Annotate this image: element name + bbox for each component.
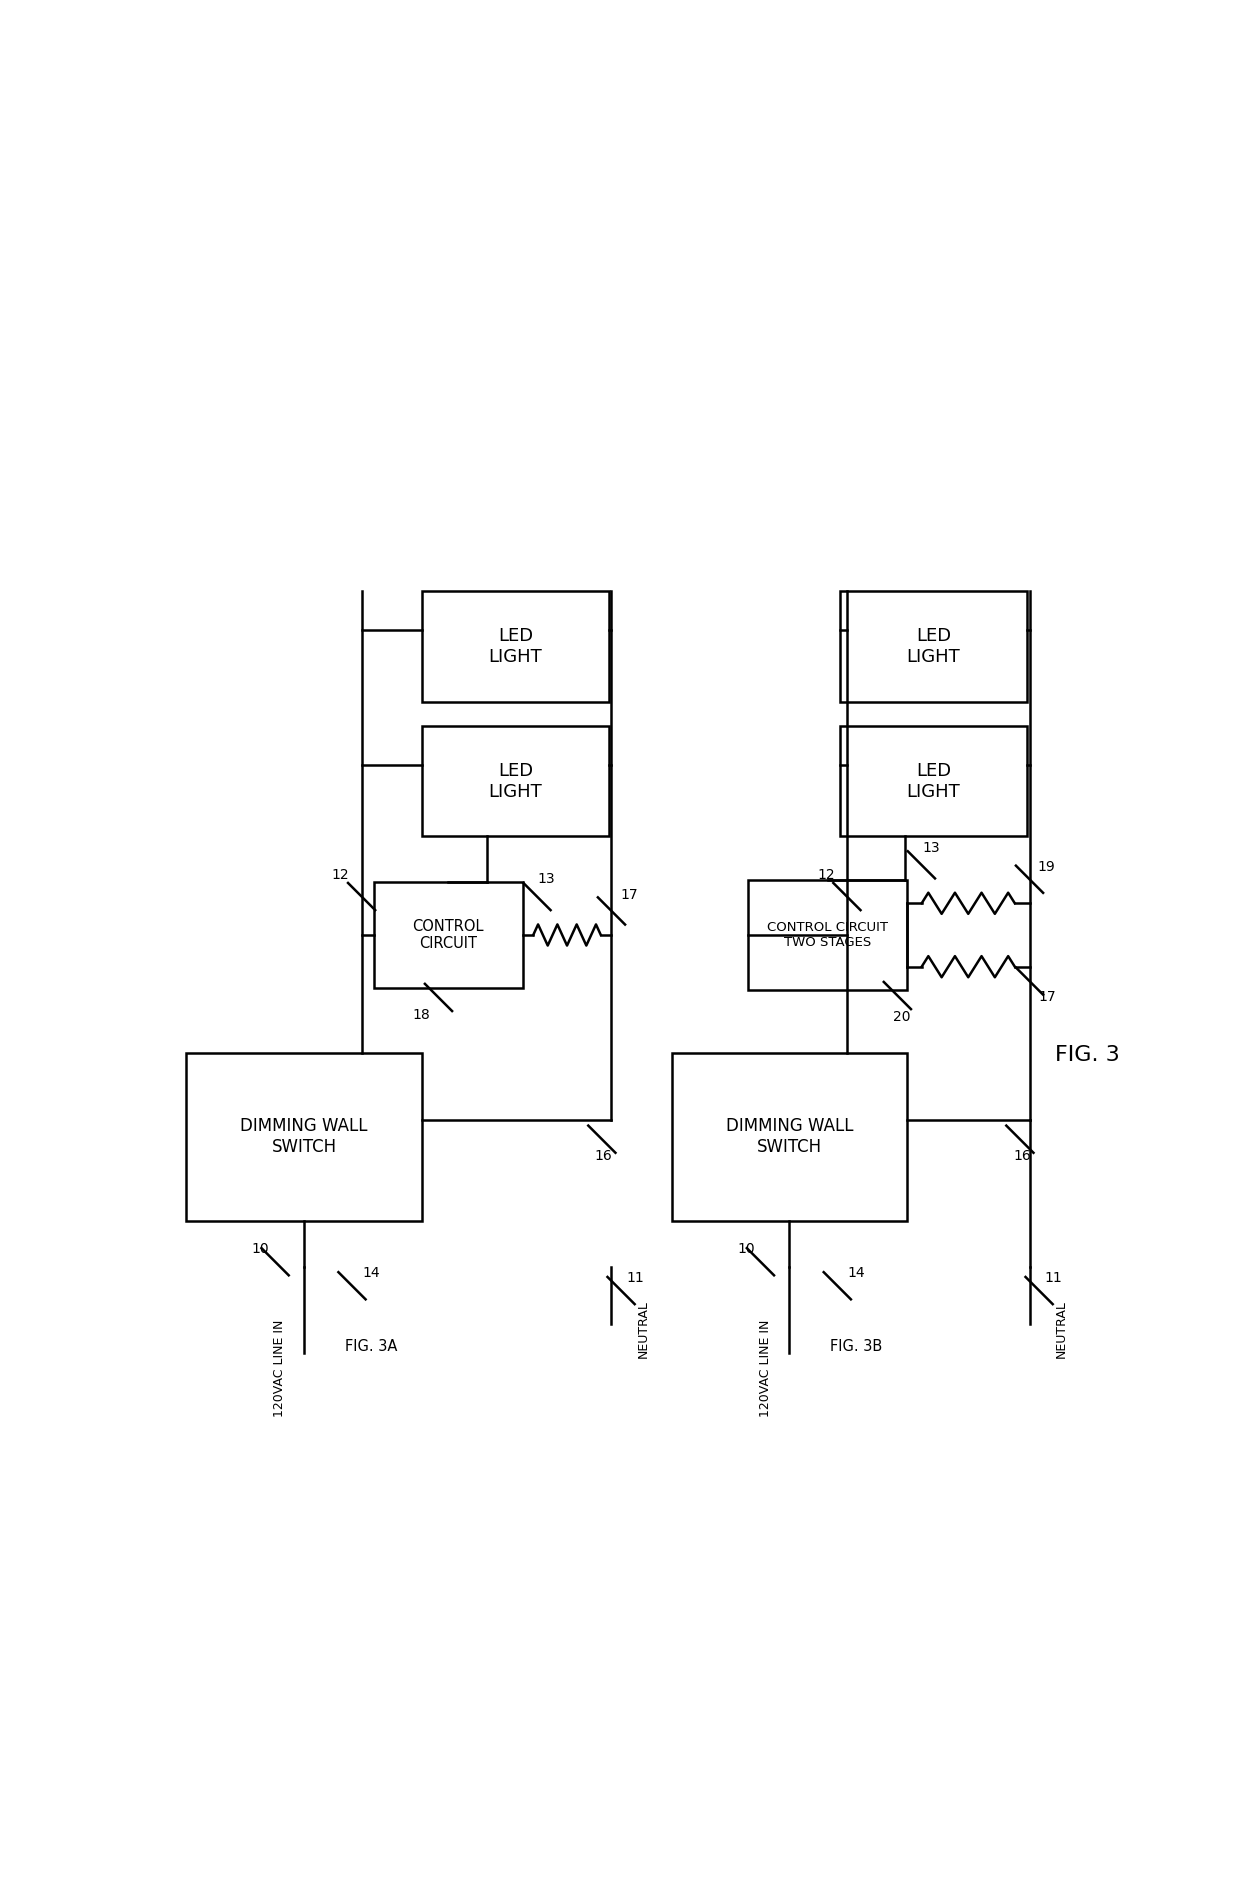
Text: FIG. 3: FIG. 3 (1055, 1045, 1120, 1066)
Bar (839, 592, 1027, 701)
Text: 16: 16 (1013, 1149, 1030, 1164)
Text: CONTROL
CIRCUIT: CONTROL CIRCUIT (413, 919, 484, 951)
Text: LED
LIGHT: LED LIGHT (489, 628, 542, 666)
Text: 11: 11 (626, 1271, 645, 1286)
Text: LED
LIGHT: LED LIGHT (906, 628, 960, 666)
Text: 17: 17 (1038, 991, 1055, 1004)
Text: NEUTRAL: NEUTRAL (636, 1301, 650, 1357)
Text: LED
LIGHT: LED LIGHT (906, 761, 960, 801)
Text: LED
LIGHT: LED LIGHT (489, 761, 542, 801)
Text: 11: 11 (1044, 1271, 1063, 1286)
Text: DIMMING WALL
SWITCH: DIMMING WALL SWITCH (241, 1117, 368, 1156)
Text: 10: 10 (738, 1243, 755, 1256)
Text: 14: 14 (362, 1267, 379, 1280)
Text: 18: 18 (413, 1008, 430, 1021)
Text: 120VAC LINE IN: 120VAC LINE IN (274, 1320, 286, 1418)
Text: NEUTRAL: NEUTRAL (1055, 1301, 1068, 1357)
Text: 16: 16 (595, 1149, 613, 1164)
Text: FIG. 3B: FIG. 3B (831, 1339, 883, 1354)
Text: 13: 13 (538, 872, 556, 885)
Text: 12: 12 (817, 869, 835, 882)
Text: 19: 19 (1038, 859, 1055, 874)
Text: 13: 13 (923, 840, 940, 855)
Bar (373, 882, 522, 987)
Text: FIG. 3A: FIG. 3A (345, 1339, 397, 1354)
Bar (422, 726, 609, 837)
Bar (749, 880, 906, 991)
Text: CONTROL CIRCUIT
TWO STAGES: CONTROL CIRCUIT TWO STAGES (768, 921, 888, 949)
Text: DIMMING WALL
SWITCH: DIMMING WALL SWITCH (725, 1117, 853, 1156)
Bar (672, 1053, 906, 1220)
Bar (186, 1053, 422, 1220)
Text: 14: 14 (848, 1267, 866, 1280)
Text: 20: 20 (894, 1010, 911, 1025)
Bar (422, 592, 609, 701)
Text: 10: 10 (252, 1243, 269, 1256)
Bar (839, 726, 1027, 837)
Text: 120VAC LINE IN: 120VAC LINE IN (759, 1320, 771, 1418)
Text: 17: 17 (620, 887, 637, 902)
Text: 12: 12 (331, 869, 350, 882)
